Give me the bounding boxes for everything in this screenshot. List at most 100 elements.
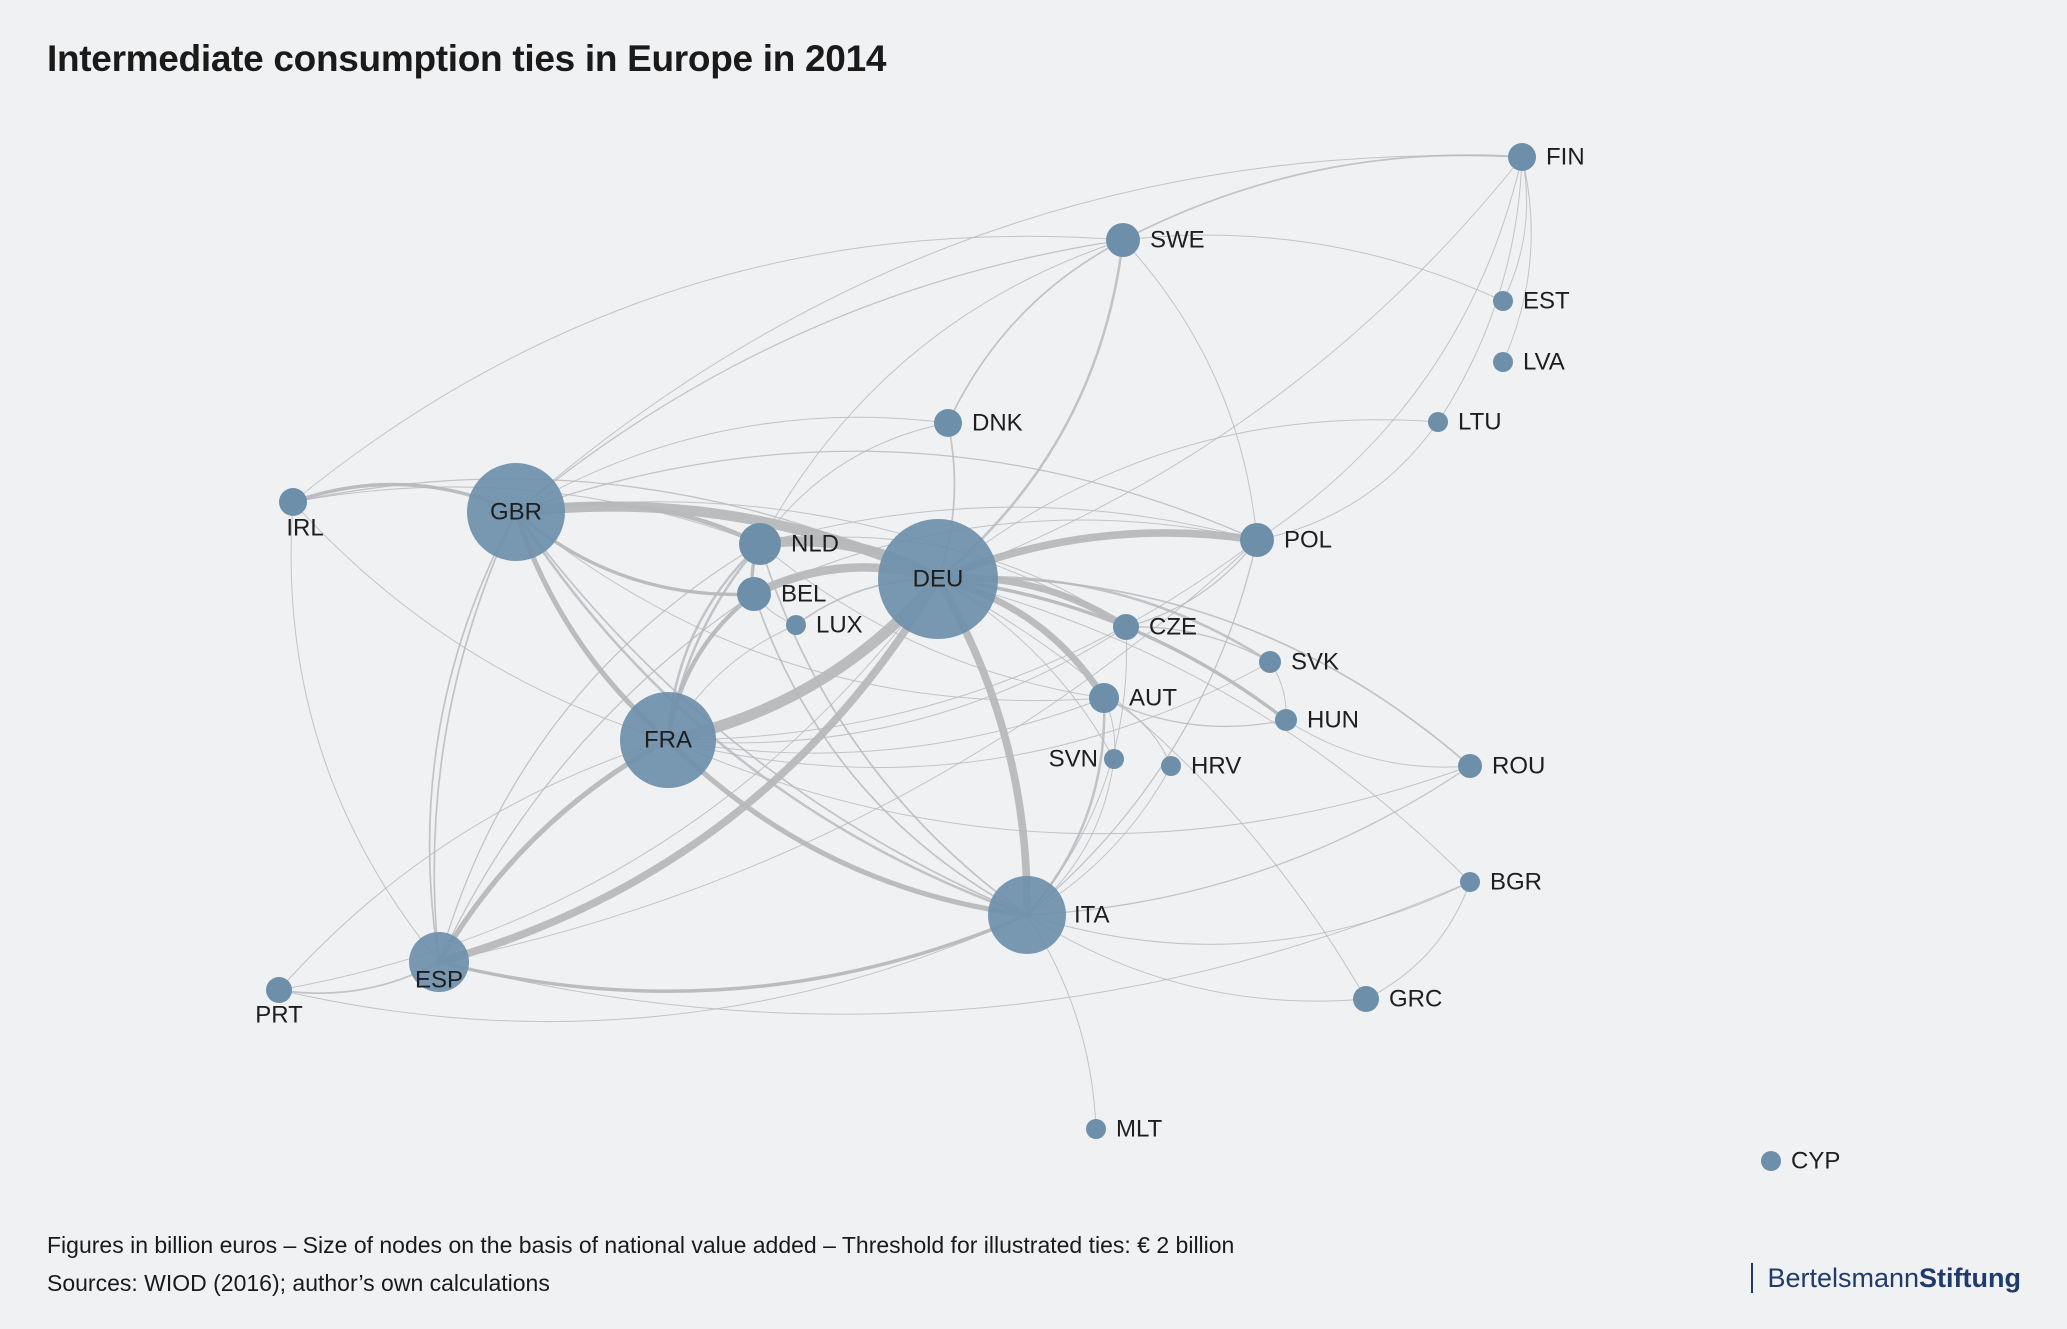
- node-svn[interactable]: [1104, 749, 1124, 769]
- edge-fin-pol: [1256, 156, 1523, 541]
- brand-text-part1: Bertelsmann: [1767, 1263, 1920, 1293]
- edge-gbr-ita: [514, 510, 1029, 917]
- edge-swe-irl: [292, 235, 1124, 503]
- node-label-lux: LUX: [816, 612, 863, 639]
- node-label-swe: SWE: [1150, 227, 1205, 254]
- edge-hun-rou: [1285, 719, 1471, 768]
- edge-swe-gbr: [515, 239, 1124, 513]
- node-label-fra: FRA: [644, 727, 692, 754]
- edge-prt-ita: [278, 914, 1028, 1023]
- node-label-fin: FIN: [1546, 144, 1585, 171]
- footnote-line-2: Sources: WIOD (2016); author’s own calcu…: [47, 1270, 550, 1296]
- node-label-svn: SVN: [1049, 746, 1098, 773]
- node-label-ltu: LTU: [1458, 409, 1502, 436]
- edge-fin-lva: [1502, 156, 1532, 363]
- edge-fra-aut: [667, 697, 1105, 754]
- node-cze[interactable]: [1113, 614, 1139, 640]
- node-dnk[interactable]: [934, 409, 962, 437]
- node-label-gbr: GBR: [490, 499, 542, 526]
- edge-bel-pol: [753, 519, 1258, 595]
- node-swe[interactable]: [1106, 223, 1140, 257]
- node-esp[interactable]: [409, 932, 469, 992]
- node-label-grc: GRC: [1389, 986, 1442, 1013]
- node-label-hun: HUN: [1307, 707, 1359, 734]
- node-mlt[interactable]: [1086, 1119, 1106, 1139]
- node-cyp[interactable]: [1761, 1151, 1781, 1171]
- edge-fra-ita: [665, 737, 1030, 918]
- edge-prt-fra: [278, 739, 669, 991]
- edge-bgr-esp: [438, 881, 1471, 1015]
- edge-ita-cze: [1026, 626, 1128, 916]
- node-hun[interactable]: [1275, 709, 1297, 731]
- edge-esp-deu: [435, 575, 942, 966]
- node-bel[interactable]: [737, 577, 771, 611]
- chart-title: Intermediate consumption ties in Europe …: [47, 38, 887, 79]
- edge-grc-deu: [937, 578, 1367, 1000]
- edge-ltu-deu: [937, 419, 1439, 580]
- edge-ita-rou: [1026, 765, 1471, 916]
- edge-pol-ltu: [1256, 421, 1439, 541]
- node-svk[interactable]: [1259, 651, 1281, 673]
- node-fin[interactable]: [1508, 143, 1536, 171]
- edge-ita-gbr: [515, 511, 1028, 916]
- node-bgr[interactable]: [1460, 872, 1480, 892]
- edge-ita-nld: [759, 543, 1028, 916]
- node-est[interactable]: [1493, 291, 1513, 311]
- edge-deu-rou: [937, 577, 1471, 767]
- edge-fin-est: [1502, 156, 1528, 302]
- edge-irl-esp: [290, 501, 440, 963]
- node-label-lva: LVA: [1523, 349, 1565, 376]
- edge-cze-svk: [1125, 626, 1271, 663]
- node-aut[interactable]: [1089, 683, 1119, 713]
- node-nld[interactable]: [739, 523, 781, 565]
- node-label-ita: ITA: [1074, 902, 1110, 929]
- node-fra[interactable]: [620, 692, 716, 788]
- edge-pol-fra: [667, 539, 1258, 741]
- edge-rou-fra: [667, 739, 1471, 835]
- edge-esp-ita: [437, 913, 1029, 993]
- edge-dnk-nld: [759, 422, 949, 545]
- node-gbr[interactable]: [467, 463, 565, 561]
- node-label-bel: BEL: [781, 581, 826, 608]
- node-layer: [266, 143, 1781, 1171]
- edge-fra-svk: [667, 661, 1271, 769]
- node-grc[interactable]: [1353, 986, 1379, 1012]
- node-deu[interactable]: [878, 519, 998, 639]
- node-lux[interactable]: [786, 615, 806, 635]
- brand-text-part2: Stiftung: [1919, 1263, 2021, 1293]
- node-pol[interactable]: [1240, 523, 1274, 557]
- edge-esp-gbr: [428, 511, 517, 963]
- node-hrv[interactable]: [1161, 756, 1181, 776]
- edge-est-swe: [1122, 234, 1504, 302]
- edge-gbr-cze: [515, 501, 1127, 628]
- node-label-bgr: BGR: [1490, 869, 1542, 896]
- node-ita[interactable]: [988, 876, 1066, 954]
- node-rou[interactable]: [1458, 754, 1482, 778]
- edge-gbr-aut: [515, 511, 1105, 702]
- node-lva[interactable]: [1493, 352, 1513, 372]
- node-label-deu: DEU: [913, 566, 964, 593]
- node-label-est: EST: [1523, 288, 1570, 315]
- node-ltu[interactable]: [1428, 412, 1448, 432]
- edge-prt-deu: [278, 578, 939, 991]
- edge-gbr-esp: [433, 511, 517, 963]
- edge-swe-nld: [759, 239, 1124, 545]
- node-label-nld: NLD: [791, 531, 839, 558]
- edge-bgr-grc: [1365, 881, 1471, 1000]
- edge-bgr-deu: [937, 578, 1471, 883]
- node-prt[interactable]: [266, 977, 292, 1003]
- edge-ita-grc: [1026, 914, 1367, 1002]
- edge-pol-nld: [759, 506, 1258, 545]
- edge-fin-deu: [937, 156, 1523, 580]
- edge-pol-cze: [1125, 539, 1258, 628]
- edge-swe-pol: [1122, 239, 1258, 541]
- edge-fin-ltu: [1437, 156, 1523, 423]
- edge-esp-nld: [438, 543, 761, 963]
- edge-dnk-gbr: [515, 416, 949, 513]
- edge-pol-gbr: [515, 450, 1258, 541]
- node-label-pol: POL: [1284, 527, 1332, 554]
- node-irl[interactable]: [279, 488, 307, 516]
- footnote-line-1: Figures in billion euros – Size of nodes…: [47, 1232, 1235, 1258]
- footnote: Figures in billion euros – Size of nodes…: [47, 1226, 1234, 1302]
